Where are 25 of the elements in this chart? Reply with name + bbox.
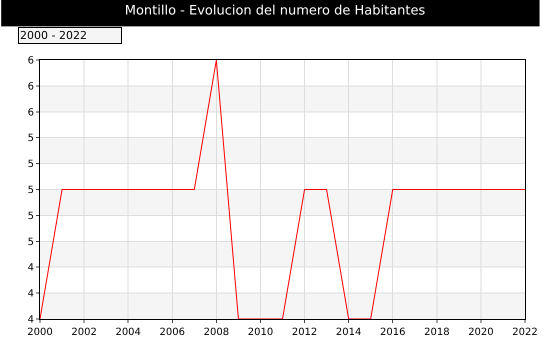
y-tick-label: 6 <box>28 81 34 92</box>
x-tick-label: 2000 <box>27 327 53 338</box>
y-tick-label: 5 <box>28 159 34 170</box>
x-tick-label: 2010 <box>248 327 274 338</box>
y-tick-label: 5 <box>28 236 34 248</box>
chart-title: Montillo - Evolucion del numero de Habitantes <box>124 3 426 18</box>
y-tick-label: 5 <box>28 133 34 144</box>
x-tick-label: 2018 <box>424 327 450 338</box>
y-tick-label: 4 <box>28 262 34 274</box>
x-tick-label: 2012 <box>292 327 318 338</box>
y-tick-label: 5 <box>28 185 34 196</box>
x-tick-label: 2006 <box>160 327 185 338</box>
x-tick-label: 2014 <box>336 327 362 338</box>
y-tick-label: 6 <box>28 56 34 66</box>
y-tick-label: 4 <box>28 288 34 300</box>
y-tick-label: 4 <box>28 314 34 326</box>
y-tick-label: 6 <box>28 107 34 118</box>
y-tick-label: 5 <box>28 210 34 222</box>
x-tick-label: 2002 <box>71 327 97 338</box>
x-tick-label: 2020 <box>468 327 494 338</box>
x-tick-label: 2004 <box>115 327 141 338</box>
x-tick-label: 2008 <box>204 327 230 338</box>
text: 2000 - 2022 <box>20 29 87 42</box>
x-tick-label: 2016 <box>380 327 406 338</box>
x-tick-label: 2022 <box>512 327 538 338</box>
